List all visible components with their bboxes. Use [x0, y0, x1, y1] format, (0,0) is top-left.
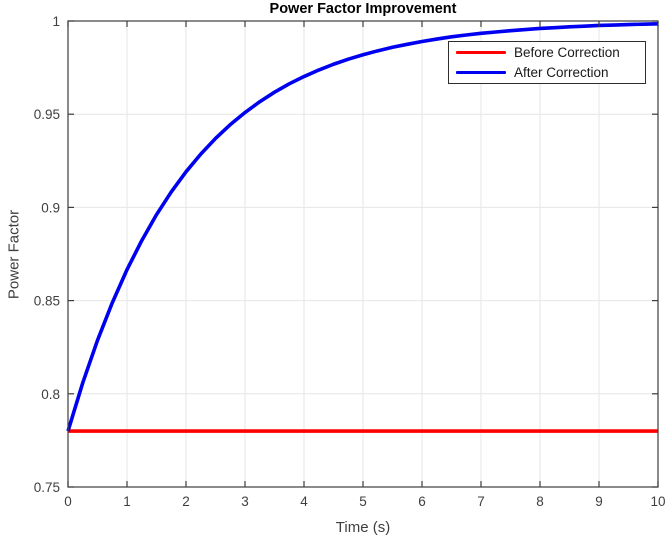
legend-line-sample-red	[456, 50, 506, 55]
legend-item-after-correction: After Correction	[456, 64, 645, 81]
x-tick-label: 3	[241, 494, 249, 509]
x-tick-label: 7	[477, 494, 485, 509]
chart-title: Power Factor Improvement	[269, 1, 457, 17]
x-tick-label: 9	[595, 494, 603, 509]
legend-line-sample-blue	[456, 70, 506, 75]
legend-label: After Correction	[514, 65, 609, 80]
x-tick-label: 2	[182, 494, 190, 509]
y-tick-label: 0.95	[34, 107, 60, 122]
x-axis-label: Time (s)	[335, 519, 391, 536]
y-tick-label: 1	[52, 14, 60, 29]
x-tick-label: 6	[418, 494, 426, 509]
x-tick-label: 10	[650, 494, 665, 509]
legend-item-before-correction: Before Correction	[456, 44, 645, 61]
y-tick-label: 0.75	[34, 480, 60, 495]
x-tick-label: 0	[64, 494, 72, 509]
legend: Before Correction After Correction	[448, 41, 646, 84]
legend-label: Before Correction	[514, 45, 620, 60]
x-tick-label: 4	[300, 494, 308, 509]
y-tick-label: 0.85	[34, 294, 60, 309]
x-tick-label: 8	[536, 494, 544, 509]
x-tick-label: 1	[123, 494, 131, 509]
series-line-1	[66, 22, 659, 432]
y-tick-label: 0.9	[41, 200, 60, 215]
y-axis-label: Power Factor	[5, 209, 23, 300]
y-tick-label: 0.8	[41, 387, 60, 402]
x-tick-label: 5	[359, 494, 367, 509]
